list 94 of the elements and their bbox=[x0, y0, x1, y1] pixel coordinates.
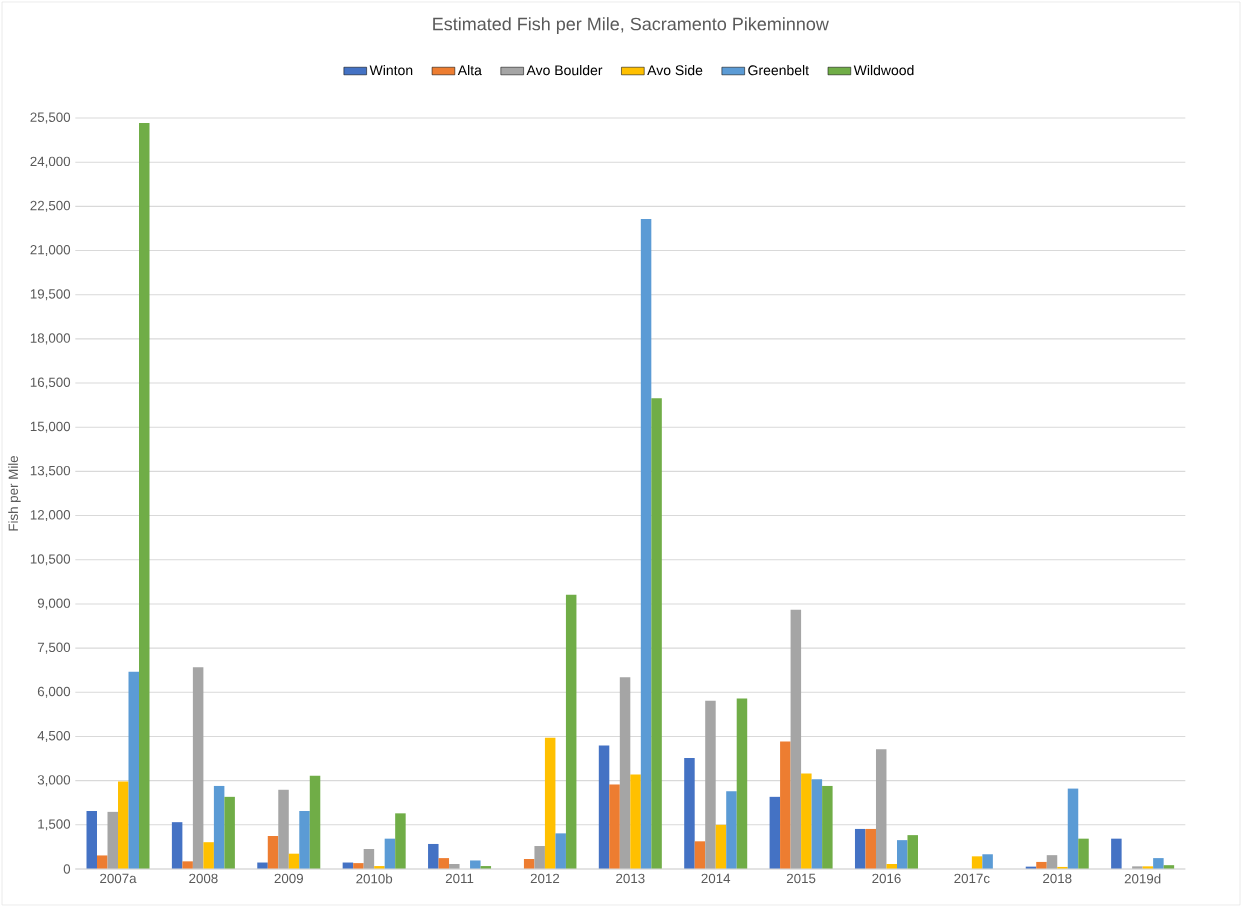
y-tick-label: 16,500 bbox=[30, 377, 71, 389]
bar bbox=[736, 698, 748, 869]
y-tick-label: 6,000 bbox=[37, 686, 71, 698]
bar bbox=[705, 700, 716, 869]
x-tick-label: 2008 bbox=[189, 873, 218, 884]
bar bbox=[384, 838, 396, 869]
bar bbox=[801, 773, 812, 869]
x-tick-label: 2014 bbox=[701, 873, 731, 884]
bar bbox=[694, 841, 706, 869]
bar bbox=[565, 594, 577, 869]
y-tick-label: 0 bbox=[63, 864, 71, 874]
bar bbox=[309, 775, 321, 869]
y-tick-label: 12,000 bbox=[30, 510, 71, 522]
legend-label: Wildwood bbox=[853, 64, 914, 76]
x-tick-label: 2010b bbox=[356, 873, 393, 884]
bar bbox=[854, 828, 866, 869]
bar bbox=[865, 828, 876, 869]
x-tick-label: 2011 bbox=[445, 873, 474, 884]
y-tick-label: 3,000 bbox=[37, 775, 71, 787]
bar bbox=[726, 791, 737, 869]
y-tick-label: 15,000 bbox=[30, 421, 71, 433]
x-tick-label: 2019d bbox=[1124, 873, 1161, 884]
legend-label: Avo Boulder bbox=[526, 64, 603, 76]
bar bbox=[128, 671, 140, 869]
bar bbox=[619, 677, 631, 869]
bar bbox=[363, 848, 375, 869]
y-tick-label: 18,000 bbox=[30, 333, 71, 345]
bar bbox=[544, 737, 556, 869]
bar bbox=[651, 398, 662, 869]
x-tick-label: 2017c bbox=[954, 873, 990, 884]
bar bbox=[182, 861, 193, 869]
bar bbox=[470, 860, 481, 869]
bar bbox=[267, 836, 279, 869]
bar bbox=[907, 835, 918, 869]
bar bbox=[982, 854, 993, 869]
bar bbox=[1153, 858, 1164, 869]
bar bbox=[715, 824, 727, 869]
bar bbox=[118, 781, 129, 869]
bar bbox=[896, 840, 908, 869]
bar bbox=[97, 855, 108, 869]
bar bbox=[598, 745, 610, 869]
bar bbox=[299, 810, 310, 869]
bar bbox=[609, 784, 620, 869]
bar bbox=[213, 785, 225, 869]
y-tick-label: 4,500 bbox=[37, 730, 71, 742]
bar bbox=[139, 123, 150, 869]
bar bbox=[86, 810, 97, 869]
bar bbox=[203, 842, 214, 869]
bar bbox=[640, 219, 652, 869]
x-tick-label: 2016 bbox=[872, 873, 901, 884]
y-axis-title: Fish per Mile bbox=[8, 455, 21, 531]
x-tick-label: 2015 bbox=[786, 873, 816, 884]
bar bbox=[1046, 855, 1058, 869]
bar bbox=[630, 774, 641, 869]
y-tick-label: 21,000 bbox=[30, 245, 71, 257]
bar bbox=[171, 822, 183, 869]
bar bbox=[790, 609, 802, 869]
legend-label: Alta bbox=[457, 64, 482, 76]
bar bbox=[534, 846, 545, 869]
bar bbox=[875, 749, 887, 869]
legend-label: Winton bbox=[369, 64, 413, 76]
y-tick-label: 1,500 bbox=[38, 819, 71, 831]
legend-label: Greenbelt bbox=[748, 64, 809, 76]
bar bbox=[107, 811, 119, 869]
bar bbox=[1067, 788, 1079, 869]
bar bbox=[395, 813, 406, 869]
y-tick-label: 7,500 bbox=[37, 642, 71, 654]
bar bbox=[192, 667, 204, 869]
bar bbox=[278, 789, 289, 869]
bar bbox=[428, 843, 439, 869]
bar bbox=[1078, 838, 1089, 869]
bar bbox=[811, 779, 823, 869]
legend-label: Avo Side bbox=[647, 64, 703, 76]
x-tick-label: 2018 bbox=[1043, 873, 1072, 884]
chart-title: Estimated Fish per Mile, Sacramento Pikeminnow bbox=[433, 17, 829, 34]
y-tick-label: 25,500 bbox=[30, 112, 71, 124]
y-tick-label: 13,500 bbox=[30, 465, 71, 477]
bar bbox=[769, 796, 781, 869]
bar bbox=[780, 741, 791, 869]
y-tick-label: 9,000 bbox=[37, 598, 71, 610]
bar bbox=[555, 833, 566, 869]
y-tick-label: 24,000 bbox=[30, 156, 71, 168]
x-tick-label: 2007a bbox=[100, 873, 137, 884]
x-tick-label: 2013 bbox=[616, 873, 645, 884]
bar bbox=[224, 796, 235, 869]
y-tick-label: 10,500 bbox=[30, 554, 71, 566]
bar bbox=[1111, 838, 1122, 869]
bar bbox=[971, 856, 983, 869]
x-tick-label: 2012 bbox=[530, 873, 560, 884]
y-tick-label: 22,500 bbox=[30, 200, 71, 212]
y-tick-label: 19,500 bbox=[30, 289, 71, 301]
x-tick-label: 2009 bbox=[274, 873, 303, 884]
bar bbox=[684, 757, 695, 869]
bar bbox=[822, 785, 833, 869]
